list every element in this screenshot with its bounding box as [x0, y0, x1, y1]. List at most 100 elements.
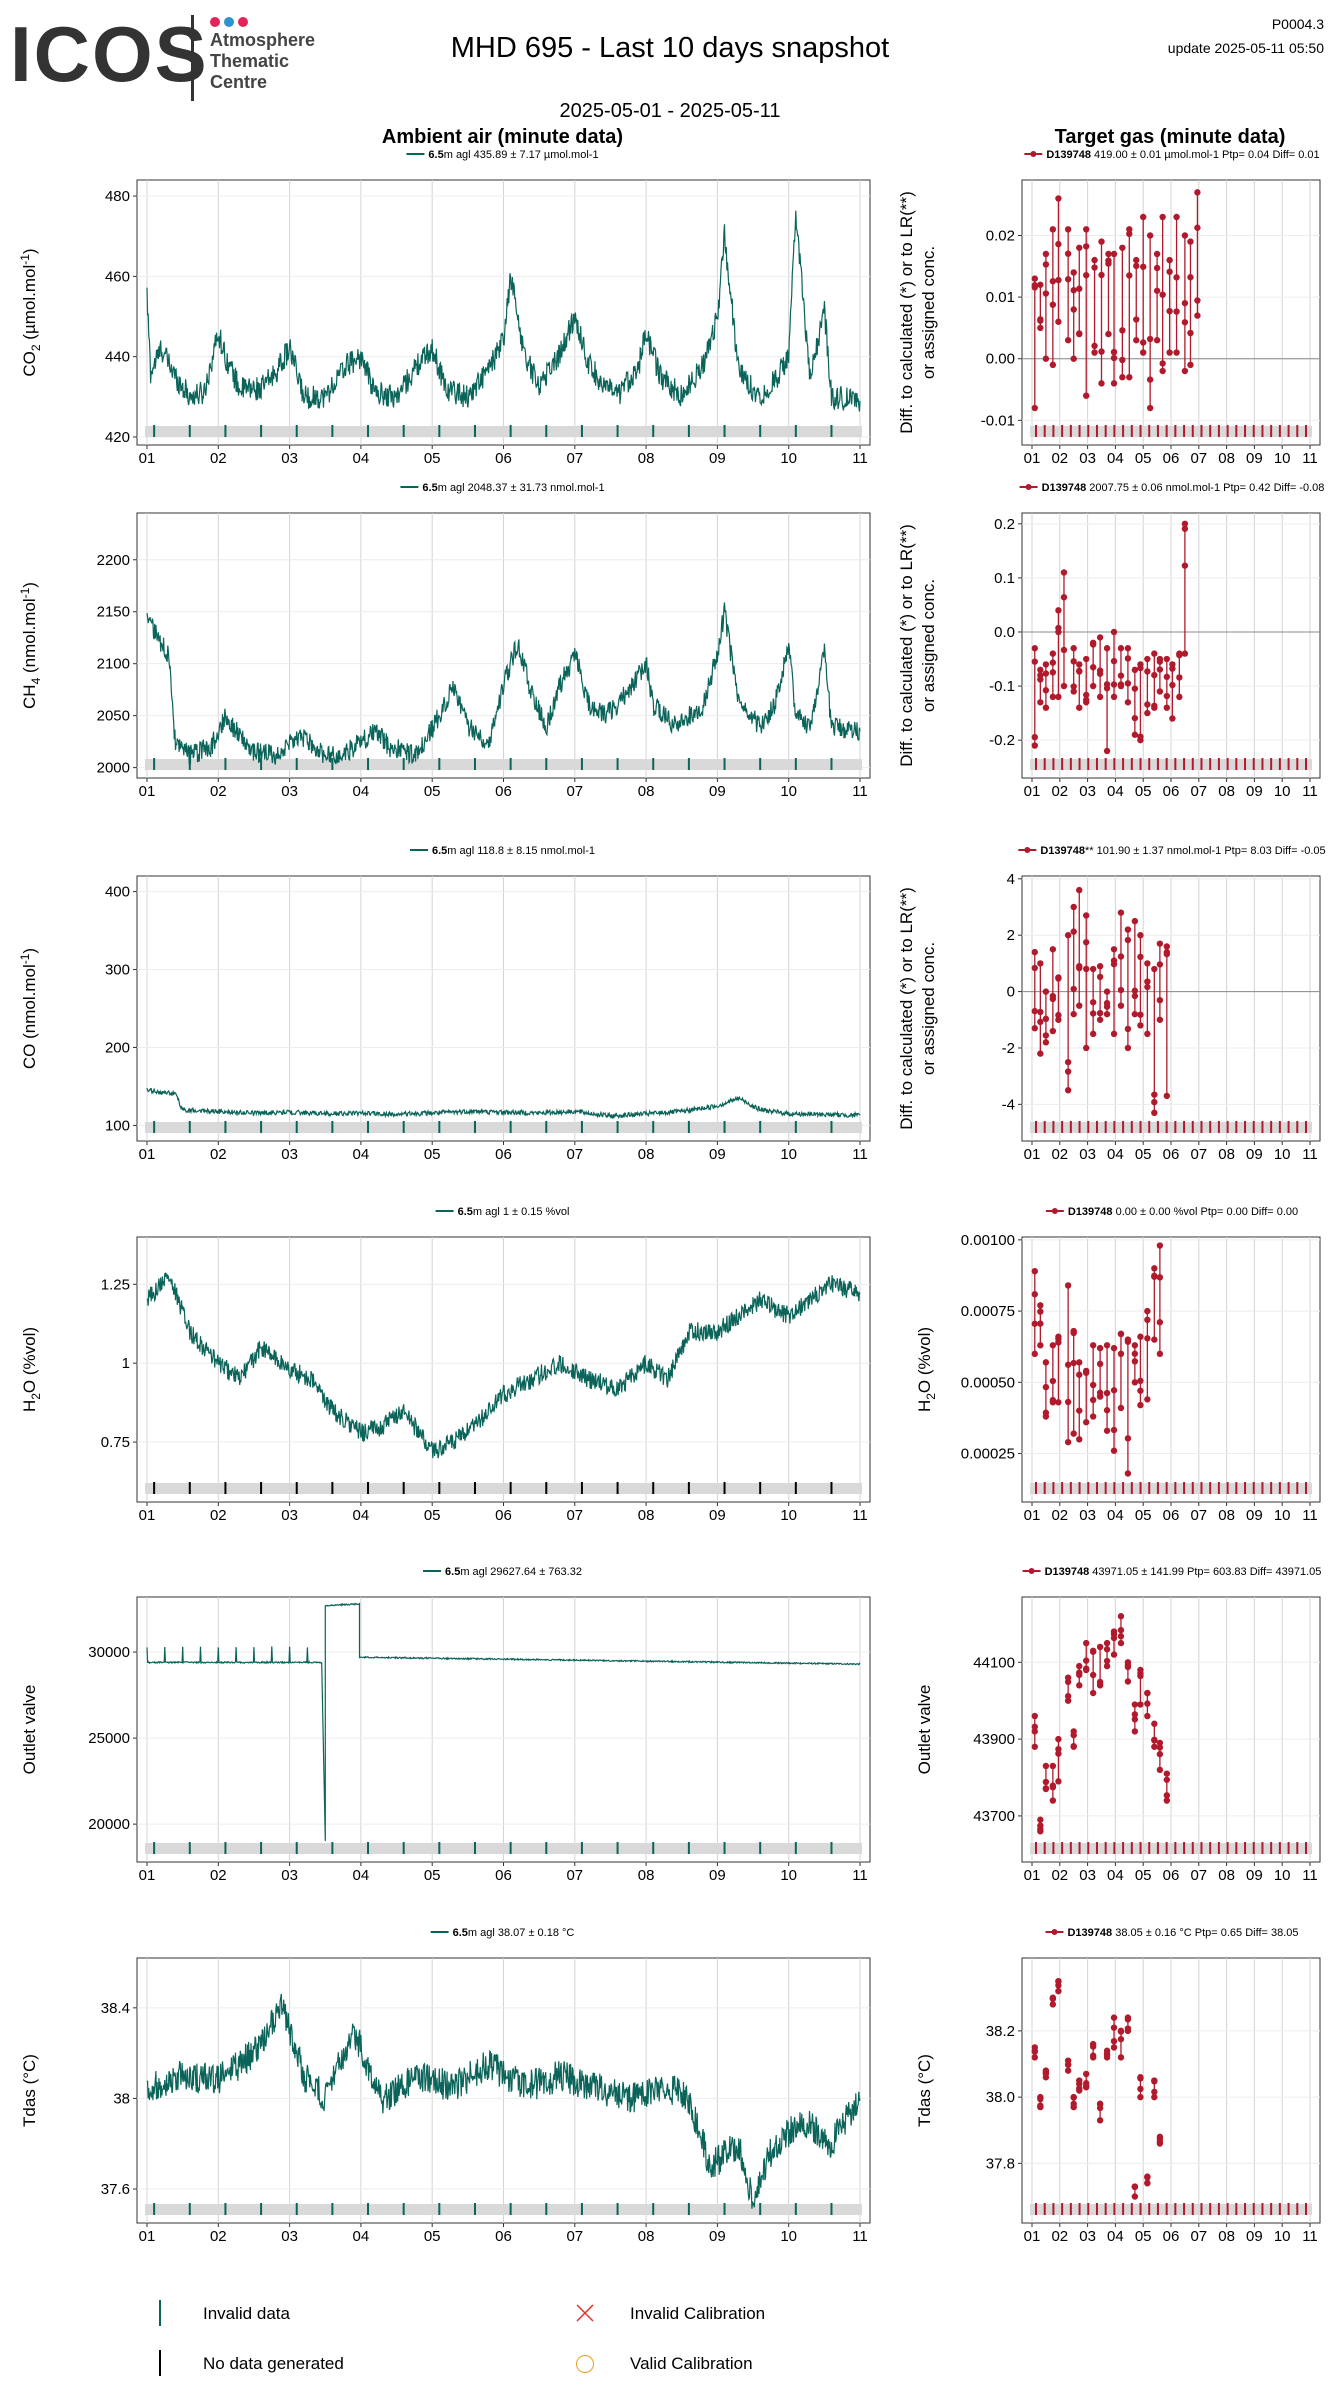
- update-timestamp: update 2025-05-11 05:50: [1167, 40, 1324, 56]
- target-chart-co_target-point: [1070, 985, 1077, 993]
- target-chart-outlet_target-ylabel: Outlet valve: [915, 1685, 934, 1775]
- ambient-chart-co2-ytick-label: 440: [105, 349, 130, 366]
- target-chart-co_target-legend: D139748** 101.90 ± 1.37 nmol.mol-1 Ptp= …: [1018, 845, 1326, 857]
- target-chart-h2o_target-point: [1131, 1350, 1139, 1357]
- target-chart-h2o_target-point: [1031, 1320, 1038, 1327]
- target-chart-co_target-point: [1042, 1015, 1050, 1023]
- ambient-chart-h2o-xtick-label: 07: [566, 1507, 583, 1524]
- ambient-chart-co-ytick-label: 400: [105, 884, 130, 901]
- target-chart-ch4_target-point: [1042, 661, 1050, 668]
- target-chart-co2_target-point: [1181, 232, 1189, 239]
- target-chart-ch4_target-ytick-label: -0.2: [989, 732, 1015, 749]
- legend-valid-calibration-icon: [576, 2355, 594, 2373]
- logo-text: ICOS: [10, 10, 209, 98]
- ambient-chart-ch4-xtick-label: 05: [424, 783, 441, 800]
- target-chart-ch4_target-point: [1103, 645, 1111, 652]
- target-chart-h2o_target-legend: D139748 0.00 ± 0.00 %vol Ptp= 0.00 Diff=…: [1045, 1206, 1298, 1218]
- target-chart-h2o_target-point: [1131, 1342, 1139, 1349]
- target-chart-outlet_target-point: [1096, 1678, 1104, 1686]
- target-chart-co2_target-point: [1133, 316, 1140, 323]
- target-chart-co_target-ytick-label: -2: [1002, 1040, 1015, 1057]
- target-chart-h2o_target-xtick-label: 08: [1218, 1507, 1235, 1524]
- target-chart-co2_target-point: [1153, 264, 1161, 272]
- target-chart-ch4_target-point: [1042, 670, 1050, 677]
- target-chart-h2o_target-legend-text: D139748 0.00 ± 0.00 %vol Ptp= 0.00 Diff=…: [1068, 1206, 1298, 1218]
- target-chart-co2_target-point: [1140, 339, 1147, 346]
- target-chart-co2_target-point: [1133, 256, 1140, 264]
- target-chart-outlet_target-point: [1076, 1669, 1083, 1676]
- target-chart-co2_target-point: [1133, 262, 1140, 270]
- target-chart-co2_target-point: [1076, 330, 1083, 337]
- target-chart-outlet_target-point: [1083, 1665, 1090, 1672]
- target-chart-co_target-point: [1089, 999, 1097, 1006]
- target-chart-co_target-point: [1076, 1002, 1083, 1009]
- target-chart-ch4_target-point: [1169, 661, 1176, 668]
- target-chart-co2_target-point: [1140, 349, 1147, 356]
- target-chart-ch4_target-xtick-label: 04: [1107, 783, 1124, 800]
- ambient-chart-outlet-series-line: [146, 1602, 861, 1841]
- target-chart-co2_target-point: [1153, 250, 1161, 258]
- target-chart-outlet_target-point: [1076, 1682, 1083, 1689]
- target-chart-co_target-point: [1137, 932, 1144, 939]
- target-chart-ch4_target-point: [1055, 693, 1062, 701]
- target-chart-co_target-xtick-label: 04: [1107, 1146, 1124, 1163]
- target-chart-ch4_target-point: [1137, 661, 1144, 668]
- target-chart-ch4_target-point: [1131, 731, 1139, 738]
- target-chart-co2_target-point: [1159, 213, 1166, 221]
- target-chart-ch4_target-point: [1055, 607, 1062, 614]
- target-chart-ch4_target-point: [1103, 747, 1111, 755]
- target-chart-h2o_target-point: [1137, 1387, 1144, 1394]
- target-chart-co2_target-point: [1159, 291, 1166, 298]
- target-chart-co2_target-point: [1031, 275, 1038, 282]
- target-chart-ch4_target-point: [1055, 628, 1062, 636]
- target-chart-co_target-point: [1070, 1010, 1077, 1018]
- target-chart-outlet_target-point: [1049, 1797, 1057, 1804]
- ambient-chart-h2o-flag-band: [145, 1483, 862, 1494]
- ambient-chart-outlet-xtick-label: 10: [780, 1867, 797, 1884]
- target-chart-ch4_target-point: [1060, 594, 1068, 601]
- target-chart-tdas_target-point: [1055, 1987, 1062, 1995]
- ambient-chart-co-xtick-label: 08: [638, 1146, 655, 1163]
- target-chart-outlet_target-point: [1049, 1782, 1057, 1789]
- ambient-chart-co2-xtick-label: 11: [852, 450, 868, 467]
- target-chart-outlet_target-point: [1064, 1697, 1072, 1704]
- target-chart-ch4_target-point: [1103, 681, 1111, 688]
- target-chart-co2_target-point: [1070, 355, 1077, 362]
- target-chart-co_target-point: [1096, 1009, 1104, 1017]
- target-chart-co2_target-point: [1042, 290, 1050, 297]
- target-chart-outlet_target-point: [1055, 1735, 1062, 1743]
- target-chart-ch4_target-point: [1076, 661, 1083, 668]
- target-chart-tdas_target-point: [1089, 2052, 1097, 2059]
- target-chart-tdas_target-ylabel: Tdas (°C): [915, 2054, 934, 2127]
- target-chart-co_target-point: [1083, 1044, 1090, 1052]
- target-chart-outlet_target-point: [1031, 1723, 1038, 1730]
- target-chart-h2o_target-point: [1156, 1350, 1164, 1358]
- target-chart-tdas_target-point: [1137, 2085, 1144, 2093]
- target-chart-ch4_target-point: [1144, 701, 1151, 708]
- ambient-chart-tdas-xtick-label: 10: [780, 2228, 797, 2245]
- target-chart-ch4_target-legend: D139748 2007.75 ± 0.06 nmol.mol-1 Ptp= 0…: [1019, 482, 1324, 494]
- target-chart-outlet_target-point: [1144, 1712, 1151, 1720]
- ambient-chart-ch4-xtick-label: 02: [210, 783, 227, 800]
- target-chart-h2o_target-xtick-label: 09: [1246, 1507, 1263, 1524]
- ambient-chart-tdas-xtick-label: 08: [638, 2228, 655, 2245]
- target-chart-ch4_target-point: [1076, 668, 1083, 675]
- target-chart-ch4_target-ytick-label: 0.1: [994, 570, 1015, 587]
- target-chart-outlet_target-point: [1156, 1739, 1164, 1747]
- target-chart-ch4_target-point: [1137, 733, 1144, 740]
- target-chart-co_target-point: [1064, 1087, 1072, 1094]
- ambient-chart-tdas-xtick-label: 07: [566, 2228, 583, 2245]
- target-chart-co_target-ylabel: or assigned conc.: [919, 942, 938, 1075]
- target-chart-outlet_target-point: [1064, 1692, 1072, 1700]
- target-chart-tdas_target-point: [1110, 2014, 1118, 2021]
- ambient-chart-ch4-xtick-label: 08: [638, 783, 655, 800]
- target-chart-co2_target-point: [1110, 380, 1118, 387]
- target-chart-co2_target-flag-band: [1030, 426, 1312, 437]
- target-chart-outlet_target-point: [1055, 1745, 1062, 1753]
- ambient-chart-ch4-xtick-label: 10: [780, 783, 797, 800]
- ambient-chart-co2-ytick-label: 480: [105, 188, 130, 205]
- target-chart-ch4_target-xtick-label: 05: [1135, 783, 1152, 800]
- target-chart-co_target-point: [1083, 939, 1090, 946]
- target-chart-co2_target-point: [1119, 374, 1126, 381]
- target-chart-h2o_target-point: [1124, 1470, 1132, 1477]
